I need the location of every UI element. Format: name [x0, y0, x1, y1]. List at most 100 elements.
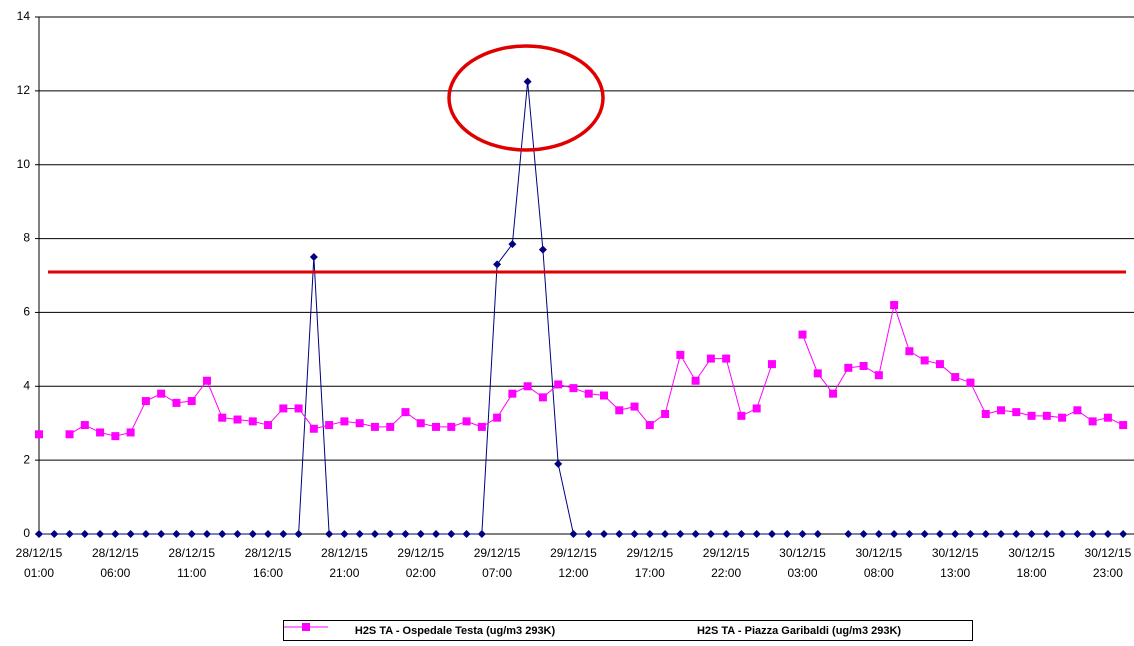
y-tick-label: 2 — [23, 452, 30, 466]
x-tick-label: 28/12/15 06:00 — [91, 546, 139, 580]
point — [813, 369, 822, 378]
point — [432, 422, 441, 431]
point — [355, 530, 364, 538]
point — [386, 422, 395, 431]
point — [844, 530, 853, 538]
point — [676, 350, 685, 359]
point — [202, 376, 211, 385]
legend-label: H2S TA - Piazza Garibaldi (ug/m3 293K) — [696, 624, 902, 637]
point — [691, 530, 700, 538]
point — [218, 413, 227, 422]
point — [752, 530, 761, 538]
point — [1012, 530, 1021, 538]
point — [798, 330, 807, 339]
point — [401, 530, 410, 538]
x-tick-label: 30/12/15 13:00 — [931, 546, 979, 580]
point — [141, 530, 150, 538]
legend: H2S TA - Ospedale Testa (ug/m3 293K) H2S … — [283, 620, 973, 641]
x-tick-label: 30/12/15 18:00 — [1008, 546, 1055, 580]
legend-item: H2S TA - Ospedale Testa (ug/m3 293K) — [284, 623, 556, 637]
point — [1103, 530, 1112, 538]
point — [859, 361, 868, 370]
point — [248, 417, 257, 426]
x-tick-label: 28/12/15 21:00 — [321, 546, 368, 580]
x-tick-label: 29/12/15 12:00 — [550, 546, 597, 580]
point — [447, 530, 456, 538]
point — [340, 530, 349, 538]
line — [39, 81, 818, 535]
point — [157, 530, 166, 538]
point — [767, 360, 776, 369]
x-tick-label: 30/12/15 08:00 — [855, 546, 903, 580]
point — [1058, 530, 1067, 538]
point — [309, 424, 318, 433]
y-tick-label: 14 — [17, 9, 31, 23]
point — [645, 530, 654, 538]
point — [35, 530, 43, 538]
point — [111, 432, 120, 441]
x-tick-label: 30/12/15 23:00 — [1084, 546, 1132, 580]
point — [951, 530, 960, 538]
point — [80, 530, 89, 538]
point — [722, 530, 731, 538]
point — [966, 530, 975, 538]
point — [218, 530, 227, 538]
point — [157, 389, 166, 398]
point — [370, 530, 379, 538]
point — [1027, 411, 1036, 420]
point — [737, 411, 746, 420]
point — [462, 417, 471, 426]
point — [508, 389, 517, 398]
point — [386, 530, 395, 538]
point — [1073, 406, 1082, 415]
point — [554, 380, 563, 389]
point — [35, 430, 43, 439]
point — [141, 397, 150, 406]
point — [187, 397, 196, 406]
point — [722, 354, 731, 363]
point — [416, 419, 425, 428]
x-tick-label: 28/12/15 01:00 — [15, 546, 63, 580]
x-tick-label: 28/12/15 11:00 — [168, 546, 216, 580]
point — [676, 530, 685, 538]
point — [432, 530, 441, 538]
point — [783, 530, 792, 538]
x-tick-label: 29/12/15 07:00 — [473, 546, 521, 580]
y-tick-label: 6 — [23, 305, 30, 319]
point — [584, 530, 593, 538]
point — [569, 384, 578, 393]
point — [630, 402, 639, 411]
y-tick-label: 0 — [23, 526, 30, 540]
point — [493, 413, 502, 422]
x-tick-label: 29/12/15 22:00 — [702, 546, 750, 580]
point — [126, 530, 135, 538]
point — [462, 530, 471, 538]
point — [340, 417, 349, 426]
point — [202, 530, 211, 538]
legend-swatch — [284, 623, 328, 631]
point — [309, 253, 318, 262]
point — [737, 530, 746, 538]
legend-label: H2S TA - Ospedale Testa (ug/m3 293K) — [354, 624, 556, 637]
point — [767, 530, 776, 538]
point — [279, 404, 288, 413]
point — [65, 430, 74, 439]
point — [844, 363, 853, 372]
point — [981, 530, 990, 538]
point — [325, 530, 334, 538]
point — [477, 422, 486, 431]
point — [645, 421, 654, 430]
point — [920, 530, 929, 538]
point — [1012, 408, 1021, 417]
point — [1103, 413, 1112, 422]
point — [569, 530, 578, 538]
point — [966, 378, 975, 387]
point — [325, 421, 334, 430]
point — [706, 354, 715, 363]
point — [233, 530, 242, 538]
y-tick-label: 8 — [23, 231, 30, 245]
point — [920, 356, 929, 365]
point — [615, 530, 624, 538]
legend-marker — [302, 623, 310, 631]
series — [35, 77, 1128, 538]
